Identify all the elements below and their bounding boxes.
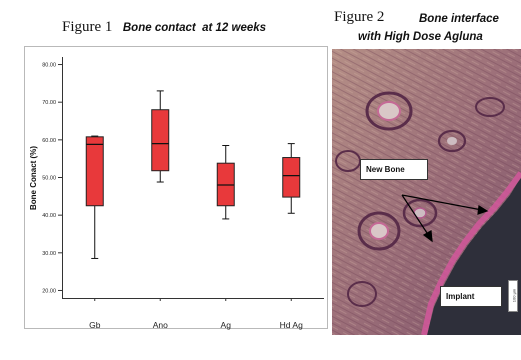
figure1-caption: Figure 1 Bone contact at 12 weeks	[62, 18, 266, 36]
box-plot-chart: Bone Conact (%) 20.00 30.00 40.00 50.00 60.0…	[24, 46, 328, 330]
figure2-title-line1: Bone interface	[419, 13, 499, 25]
x-tick-label: Gb	[89, 320, 101, 330]
y-tick-label: 70.00	[42, 100, 56, 106]
box-hd-ag	[282, 157, 301, 198]
figure2-title-line2: with High Dose Agluna	[358, 31, 483, 43]
y-tick-label: 60.00	[42, 138, 56, 144]
y-tick-label: 30.00	[42, 251, 56, 257]
bone-interface-micrograph: New Bone Implant 100 µm	[332, 49, 521, 335]
x-tick-label: Hd Ag	[280, 320, 303, 330]
x-tick-label: Ano	[153, 320, 168, 330]
annotation-arrows	[401, 194, 489, 243]
box-ano	[151, 109, 170, 172]
implant-label: Implant	[440, 286, 502, 307]
y-tick-label: 40.00	[42, 213, 56, 219]
x-tick-label: Ag	[221, 320, 232, 330]
y-tick-label: 20.00	[42, 288, 56, 294]
chart-frame	[24, 46, 328, 329]
y-tick-label: 80.00	[42, 63, 56, 69]
figure2-label: Figure 2	[334, 9, 385, 25]
scale-bar: 100 µm	[508, 280, 518, 312]
y-axis-label: Bone Conact (%)	[29, 146, 38, 210]
y-tick-label: 50.00	[42, 176, 56, 182]
new-bone-label: New Bone	[360, 159, 428, 180]
figure1-label: Figure 1	[62, 19, 113, 35]
figure1-title: Bone contact at 12 weeks	[122, 22, 267, 34]
scale-bar-label: 100 µm	[511, 288, 517, 303]
box-gb	[85, 136, 104, 207]
